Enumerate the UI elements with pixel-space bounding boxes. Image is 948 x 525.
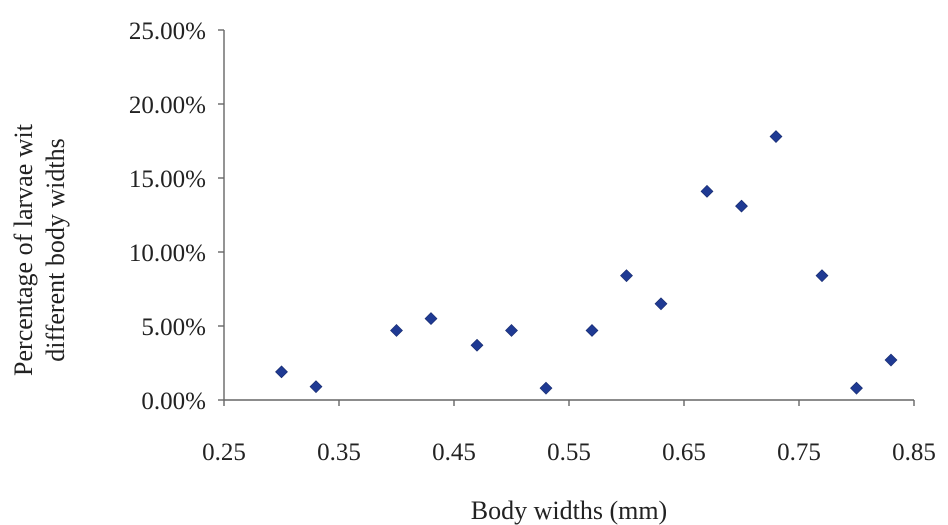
data-point <box>275 365 288 379</box>
x-tick-label: 0.45 <box>432 439 476 466</box>
y-tick-label: 10.00% <box>129 240 206 267</box>
data-point <box>654 297 668 311</box>
data-point <box>470 338 484 352</box>
data-point <box>390 324 403 337</box>
data-point <box>769 130 783 143</box>
x-tick-label: 0.75 <box>777 439 821 466</box>
x-tick-label: 0.35 <box>317 439 361 466</box>
x-axis-ticks: 0.25 0.35 0.45 0.55 0.65 0.75 0.85 <box>202 400 936 466</box>
y-axis-title-line-1: Percentage of larvae wit <box>9 123 38 376</box>
x-tick-label: 0.25 <box>202 439 246 466</box>
data-point <box>539 381 553 395</box>
y-tick-label: 15.00% <box>129 166 206 193</box>
y-axis-title: Percentage of larvae wit different body … <box>9 123 70 376</box>
y-axis-ticks: 0.00% 5.00% 10.00% 15.00% 20.00% 25.00% <box>129 18 224 415</box>
data-point <box>700 184 714 198</box>
x-tick-label: 0.55 <box>547 439 591 466</box>
y-tick-label: 5.00% <box>141 314 206 341</box>
y-tick-label: 20.00% <box>129 92 206 119</box>
data-point <box>309 380 323 394</box>
data-point <box>850 381 863 395</box>
x-tick-label: 0.65 <box>662 439 706 466</box>
data-point <box>735 199 748 213</box>
x-axis-title: Body widths (mm) <box>471 496 667 525</box>
data-points <box>275 130 898 395</box>
data-point <box>815 269 829 283</box>
x-tick-label: 0.85 <box>892 439 936 466</box>
data-point <box>620 269 633 283</box>
data-point <box>884 353 898 367</box>
y-tick-label: 0.00% <box>141 388 206 415</box>
y-axis-title-line-2: different body widths <box>41 138 70 361</box>
y-tick-label: 25.00% <box>129 18 206 45</box>
data-point <box>505 324 518 337</box>
data-point <box>585 324 599 337</box>
data-point <box>424 312 438 326</box>
